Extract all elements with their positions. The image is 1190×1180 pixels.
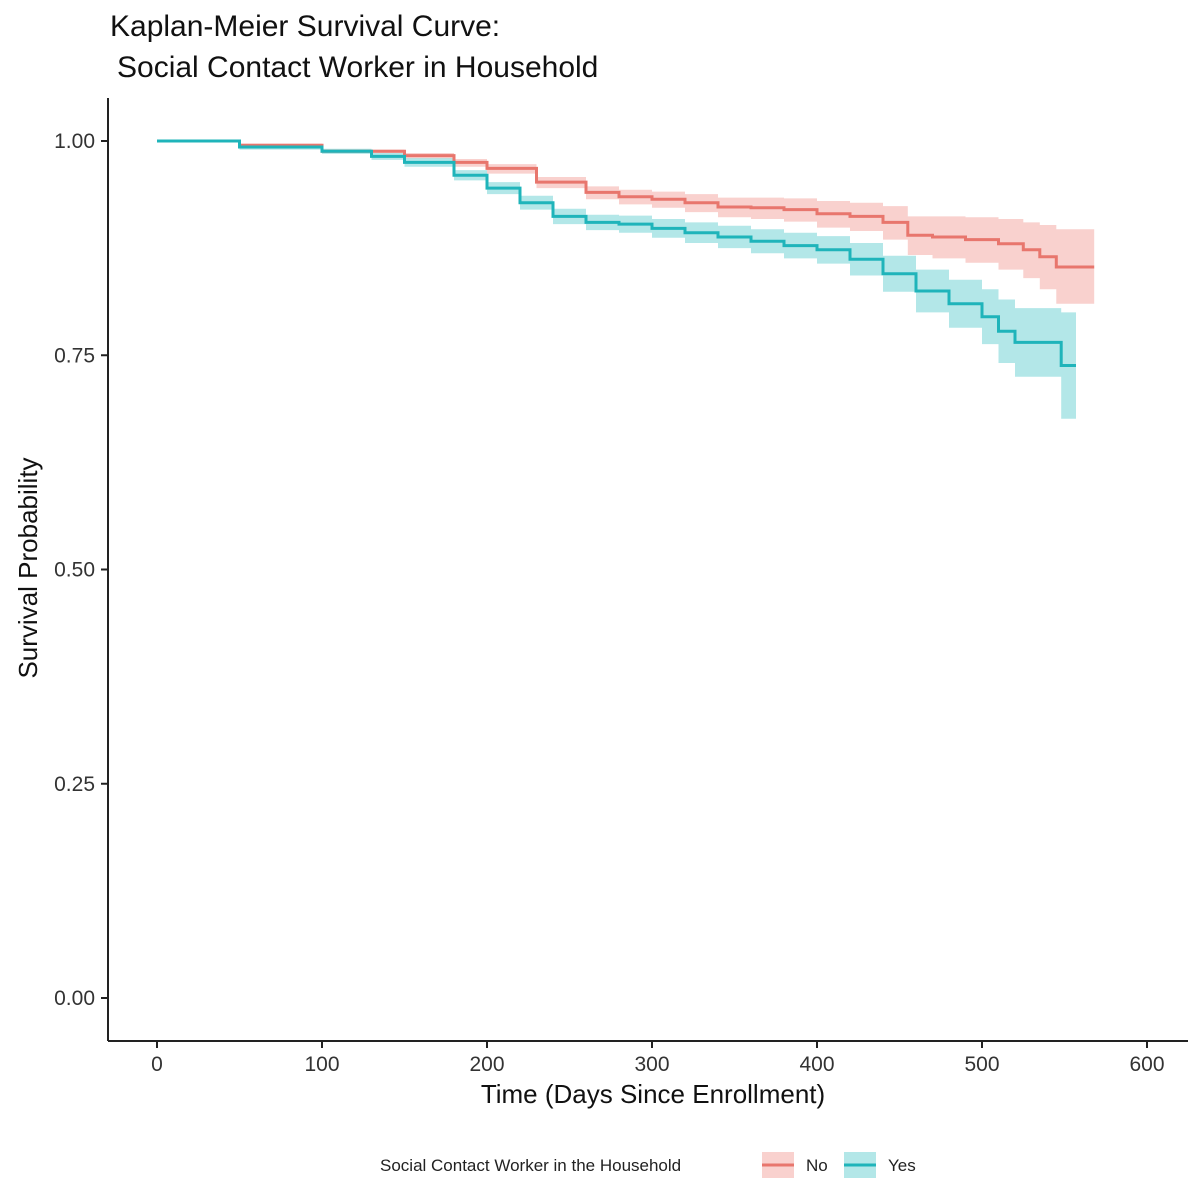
y-tick-label: 0.50 [54, 559, 95, 582]
y-tick-label: 0.00 [54, 987, 95, 1010]
y-axis-title: Survival Probability [13, 457, 43, 678]
confidence-band-yes [157, 141, 1076, 419]
x-axis-ticks: 0 100 200 300 400 500 600 [151, 1041, 1165, 1076]
y-axis-ticks: 0.00 0.25 0.50 0.75 1.00 [54, 130, 108, 1010]
y-tick-label: 0.25 [54, 773, 95, 796]
confidence-bands [157, 141, 1095, 419]
x-tick-label: 500 [964, 1053, 999, 1076]
x-tick-label: 600 [1129, 1053, 1164, 1076]
legend-label-no: No [806, 1156, 828, 1175]
x-tick-label: 0 [151, 1053, 163, 1076]
x-axis-title: Time (Days Since Enrollment) [481, 1079, 825, 1109]
chart-title-line-1: Kaplan-Meier Survival Curve: [110, 10, 500, 43]
x-tick-label: 200 [469, 1053, 504, 1076]
survival-curve-yes [157, 139, 1076, 367]
y-tick-label: 1.00 [54, 130, 95, 153]
survival-curves [157, 139, 1095, 367]
x-tick-label: 400 [799, 1053, 834, 1076]
legend-items: No Yes [762, 1152, 916, 1178]
y-tick-label: 0.75 [54, 344, 95, 367]
x-tick-label: 300 [634, 1053, 669, 1076]
chart-title-line-2: Social Contact Worker in Household [117, 51, 598, 84]
legend-label-yes: Yes [888, 1156, 916, 1175]
legend: Social Contact Worker in the Household N… [380, 1152, 916, 1178]
legend-title: Social Contact Worker in the Household [380, 1156, 681, 1175]
x-tick-label: 100 [304, 1053, 339, 1076]
